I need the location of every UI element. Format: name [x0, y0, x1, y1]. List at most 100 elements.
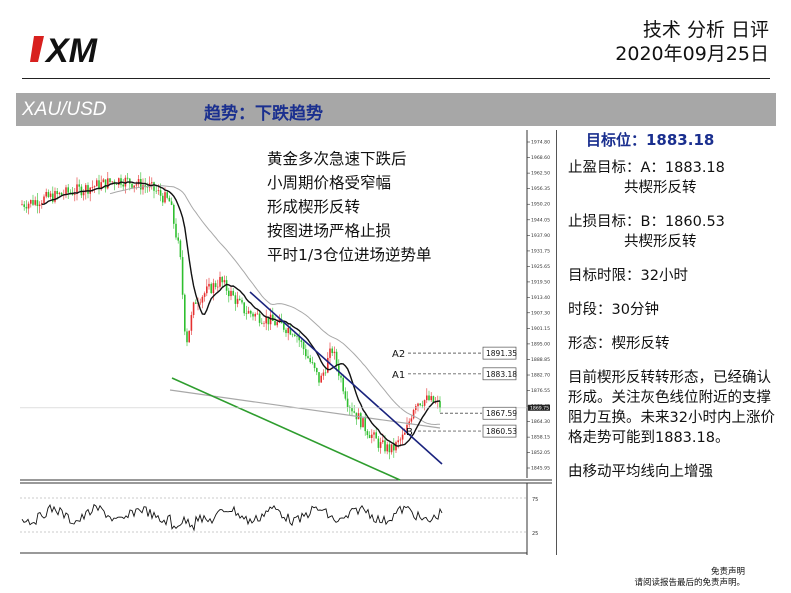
stop-loss: 止损目标：B：1860.53 共楔形反转: [568, 212, 783, 252]
candle-body: [344, 391, 347, 399]
stop-loss-note: 共楔形反转: [624, 234, 697, 250]
wedge-upper-trendline: [249, 291, 443, 465]
candle-body: [307, 356, 309, 359]
candle-body: [159, 190, 162, 196]
candle-body: [404, 432, 406, 435]
osc-tick-75: 75: [532, 497, 538, 503]
stop-loss-line: 止损目标：B：1860.53: [568, 214, 725, 230]
price-tick-label: 1974.80: [531, 140, 550, 146]
logo-text: XM: [44, 32, 98, 70]
candle-body: [52, 193, 54, 202]
candle-body: [302, 342, 305, 350]
candle-body: [58, 192, 61, 195]
candle-body: [252, 313, 254, 317]
candle-body: [353, 411, 355, 413]
candle-body: [401, 434, 404, 440]
candle-body: [140, 179, 142, 190]
candle-body: [296, 336, 298, 337]
price-tick-label: 1913.40: [531, 295, 550, 301]
candle-body: [151, 182, 153, 184]
annotation-line: 平时1/3仓位进场逆势单: [267, 246, 431, 264]
candle-body: [384, 440, 386, 452]
level-price-box: [482, 406, 517, 420]
candle-body: [300, 340, 303, 343]
candle-body: [175, 223, 177, 238]
price-tick-label: 1937.90: [531, 233, 550, 239]
candle-body: [135, 184, 138, 186]
trend-label: 趋势：下跌趋势: [204, 104, 323, 124]
candle-body: [87, 185, 89, 194]
candle-body: [386, 444, 388, 452]
current-price-label: 1869.75: [530, 406, 549, 412]
candle-body: [179, 240, 182, 258]
candle-body: [223, 280, 226, 283]
candle-body: [208, 283, 210, 287]
candle-body: [371, 434, 373, 438]
candle-body: [351, 407, 353, 412]
price-tick-label: 1858.15: [531, 435, 550, 441]
candle-body: [170, 201, 173, 205]
candle-body: [283, 323, 285, 330]
candle-body: [309, 358, 311, 363]
chart-annotation: 黄金多次急速下跌后 小周期价格受窄幅 形成楔形反转 按图进场严格止损 平时1/3…: [267, 150, 431, 264]
doc-type: 技术 分析 日评: [642, 19, 769, 41]
candle-body: [188, 330, 190, 343]
candle-body: [219, 276, 221, 287]
price-tick-label: 1925.65: [531, 264, 550, 270]
candle-body: [329, 348, 331, 358]
price-chart: 1974.80 1968.60 1962.50 1956.35 1950.20 1944.…: [20, 130, 552, 555]
candle-body: [111, 181, 113, 183]
wedge-lower-trendline: [171, 377, 401, 481]
candle-body: [373, 432, 375, 435]
candle-body: [155, 190, 157, 192]
candle-body: [225, 280, 228, 291]
candle-body: [56, 191, 58, 195]
take-profit-note: 共楔形反转: [624, 180, 697, 196]
level-price-box: [482, 346, 517, 360]
candle-body: [36, 200, 39, 207]
candle-body: [45, 191, 47, 197]
level-name: A1: [392, 370, 405, 381]
target-price: 目标位：1883.18: [586, 131, 715, 149]
candle-body: [201, 296, 204, 303]
candle-body: [366, 431, 369, 436]
candle-body: [239, 298, 241, 301]
ma-note: 由移动平均线向上增强: [568, 464, 713, 480]
candle-body: [364, 418, 366, 432]
candle-body: [294, 334, 296, 337]
candle-body: [153, 182, 155, 191]
candle-body: [137, 179, 140, 185]
candle-body: [342, 377, 344, 392]
candle-body: [210, 283, 212, 294]
candle-body: [258, 313, 261, 323]
candle-body: [254, 314, 256, 317]
price-tick-label: 1919.50: [531, 279, 550, 285]
candle-body: [47, 191, 50, 197]
candle-body: [305, 349, 307, 357]
level-price-label: 1867.59: [486, 409, 517, 418]
title-bar: XAU/USD 趋势：下跌趋势: [16, 93, 776, 126]
price-tick-label: 1968.60: [531, 155, 550, 161]
candle-body: [393, 444, 395, 451]
candle-body: [27, 203, 30, 209]
candle-body: [206, 286, 208, 294]
candle-body: [256, 313, 259, 315]
level-price-label: 1883.18: [486, 370, 517, 379]
candle-body: [126, 177, 129, 179]
level-price-label: 1860.53: [486, 427, 517, 436]
candle-body: [335, 351, 338, 366]
disclaimer: 免责声明 请阅读报告最后的免责声明。: [634, 567, 745, 589]
xm-logo: XM: [30, 32, 98, 70]
candle-body: [109, 178, 111, 183]
candle-body: [250, 310, 252, 314]
candle-body: [230, 290, 232, 297]
candle-body: [406, 424, 408, 433]
candle-body: [186, 331, 188, 343]
candle-body: [100, 182, 102, 190]
candle-body: [96, 180, 98, 187]
candle-body: [382, 440, 384, 443]
pattern: 形态：楔形反转: [568, 336, 670, 352]
current-price-marker: [528, 404, 550, 411]
candle-body: [243, 302, 245, 314]
candle-body: [177, 237, 179, 241]
